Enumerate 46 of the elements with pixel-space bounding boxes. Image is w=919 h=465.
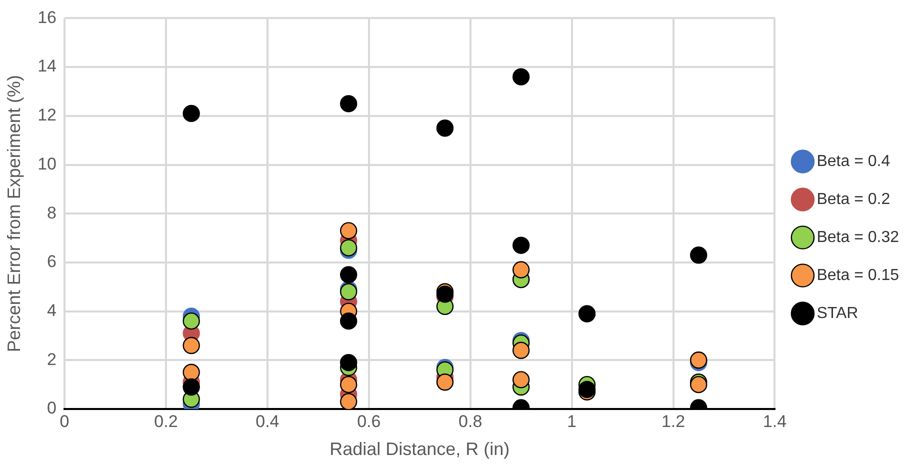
- x-axis-title: Radial Distance, R (in): [330, 439, 510, 460]
- legend-label: Beta = 0.32: [816, 228, 900, 246]
- legend-label: Beta = 0.4: [816, 152, 890, 170]
- y-tick-label: 2: [47, 350, 57, 369]
- x-tick-label: 1.2: [661, 412, 686, 431]
- legend-label: Beta = 0.15: [816, 266, 900, 284]
- x-tick-label: 0.8: [458, 412, 482, 431]
- point: [340, 393, 358, 409]
- y-tick-label: 4: [47, 300, 57, 320]
- y-tick-label: 16: [38, 8, 57, 27]
- point: [182, 378, 200, 396]
- y-tick-label: 10: [38, 154, 57, 174]
- legend-label: STAR: [816, 304, 858, 322]
- point: [340, 95, 358, 112]
- y-tick-label: 0: [47, 398, 57, 418]
- point: [690, 246, 708, 264]
- point: [512, 261, 530, 278]
- point: [182, 336, 200, 354]
- x-tick-label: 0.6: [357, 412, 381, 431]
- point: [182, 312, 200, 330]
- point: [340, 376, 358, 394]
- x-tick-label: 0: [60, 412, 70, 431]
- point: [182, 364, 200, 381]
- point: [512, 236, 530, 254]
- x-tick-label: 1: [567, 412, 577, 431]
- point: [340, 283, 358, 300]
- point: [512, 68, 530, 86]
- x-tick-label: 1.4: [762, 412, 787, 431]
- y-tick-label: 8: [47, 203, 57, 222]
- point: [436, 120, 454, 137]
- y-tick-label: 6: [47, 252, 57, 272]
- point: [436, 374, 454, 391]
- point: [578, 305, 596, 322]
- point: [340, 222, 358, 240]
- point: [340, 354, 358, 372]
- x-tick-label: 0.4: [256, 412, 280, 431]
- point: [512, 342, 530, 359]
- point: [340, 266, 358, 284]
- legend-label: Beta = 0.2: [816, 190, 890, 208]
- point: [182, 104, 200, 122]
- x-tick-label: 0.2: [154, 412, 178, 431]
- y-tick-label: 14: [38, 56, 57, 76]
- y-tick-label: 12: [38, 106, 57, 125]
- point: [340, 312, 358, 330]
- y-axis-title: Percent Error from Experiment (%): [4, 75, 24, 352]
- point: [512, 371, 530, 388]
